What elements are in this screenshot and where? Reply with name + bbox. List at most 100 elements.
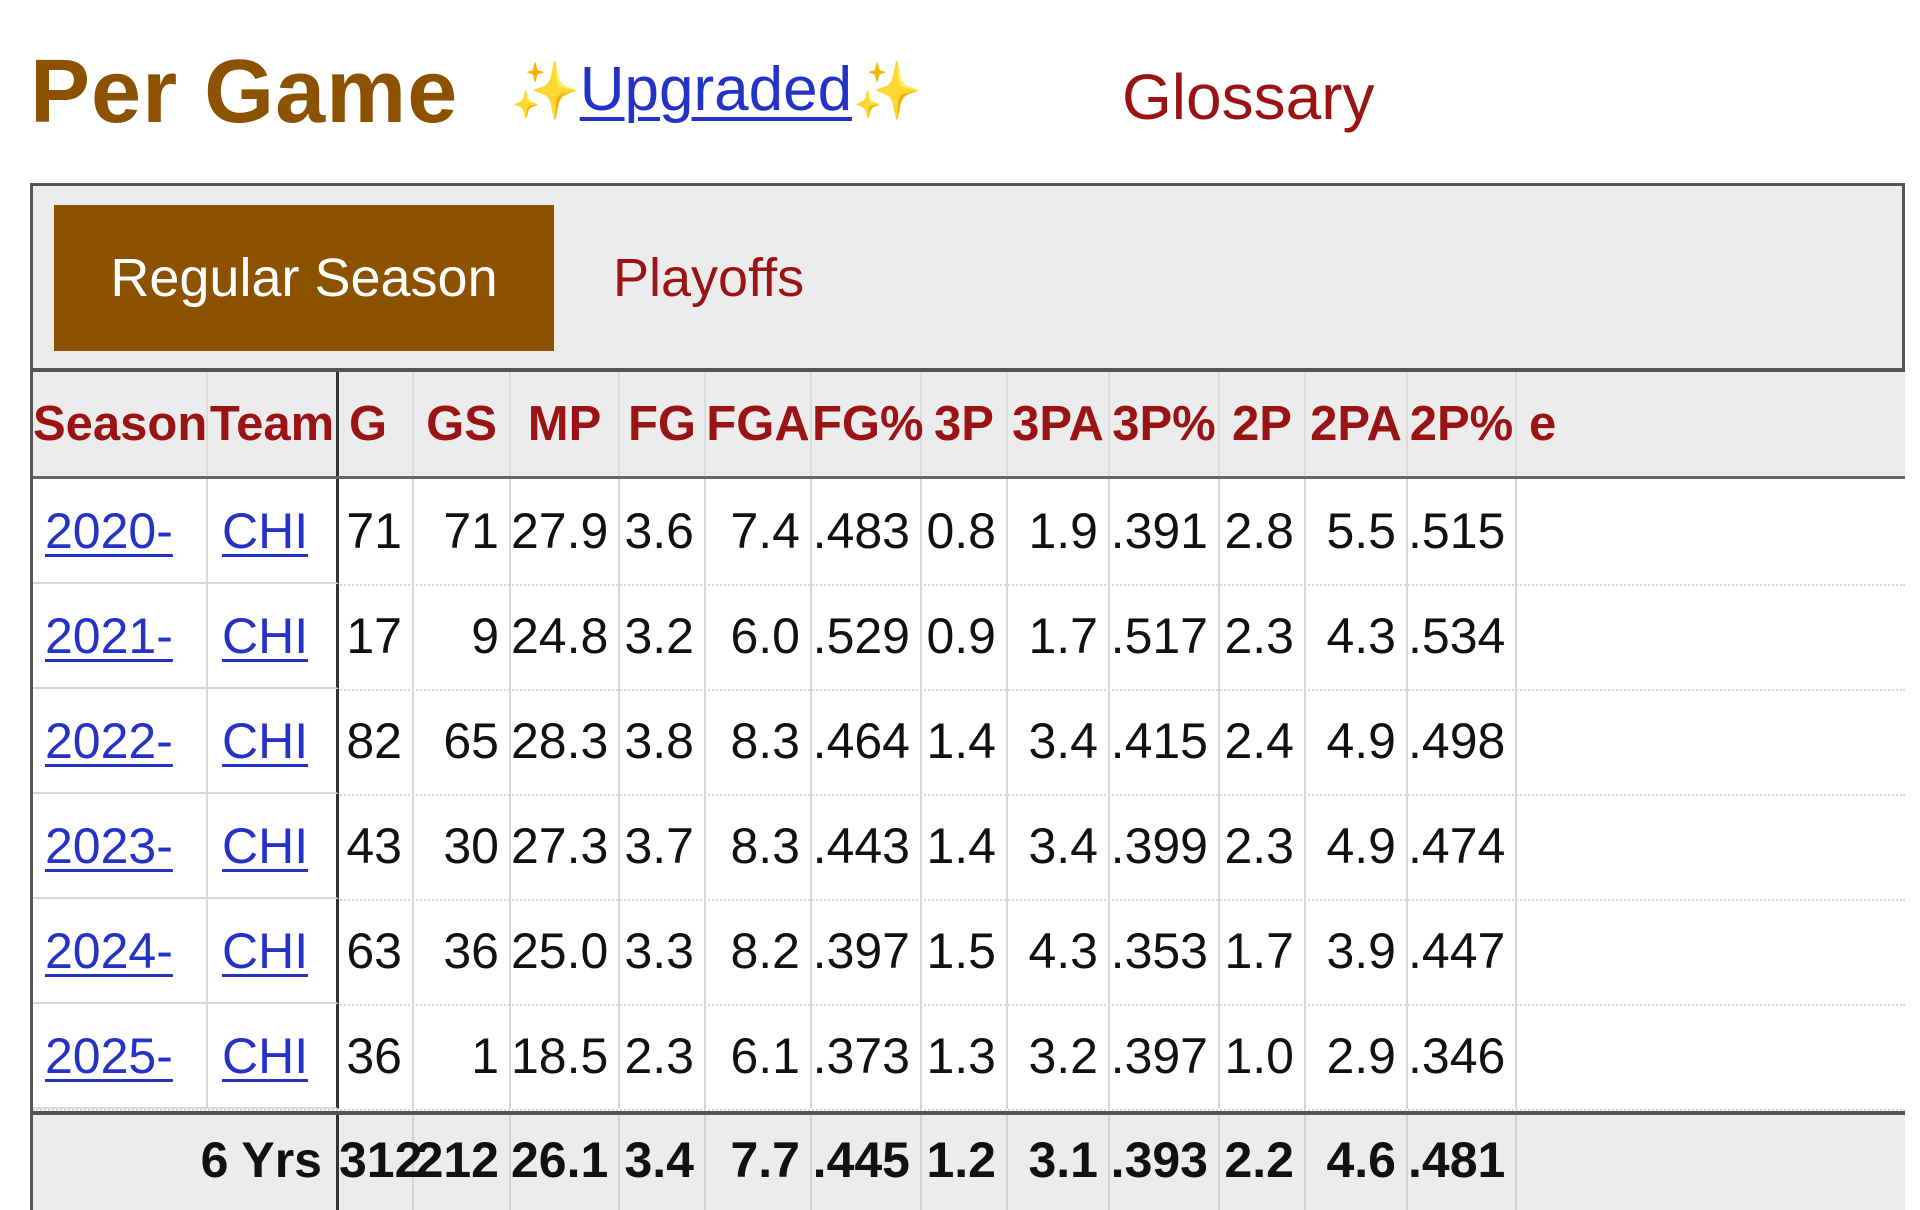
column-header-fg[interactable]: FG: [620, 372, 706, 476]
season-cell: 2025-26: [33, 1004, 208, 1189]
totals-stat-cell: 26.1: [511, 1115, 620, 1210]
stat-cell: 8.2: [706, 899, 812, 1004]
column-header-fg-pct[interactable]: FG%: [812, 372, 924, 476]
stat-cell: 43: [339, 794, 414, 899]
team-link[interactable]: CHI: [222, 818, 309, 874]
stat-cell: 27.9: [511, 479, 620, 584]
team-link[interactable]: CHI: [222, 608, 309, 664]
column-header-3pa[interactable]: 3PA: [1008, 372, 1110, 476]
stat-cell: 65: [414, 689, 511, 794]
page-title: Per Game: [30, 42, 459, 142]
stat-cell: 2.9: [1306, 1004, 1408, 1109]
totals-label: 6 Yrs: [33, 1115, 339, 1210]
season-cell: 2023-24: [33, 794, 208, 979]
stat-cell: 3.2: [620, 584, 706, 689]
stat-cell: .391: [1110, 479, 1220, 584]
stat-cell: .517: [1110, 584, 1220, 689]
stat-cell: 1.5: [922, 899, 1008, 1004]
column-header-2p-pct[interactable]: 2P%: [1408, 372, 1517, 476]
column-header-2pa[interactable]: 2PA: [1306, 372, 1408, 476]
stat-cell: 71: [339, 479, 414, 584]
stat-cell: 0.9: [922, 584, 1008, 689]
stat-cell: 2.3: [1220, 584, 1306, 689]
team-link[interactable]: CHI: [222, 713, 309, 769]
stat-cell: .346: [1408, 1004, 1517, 1109]
stat-cell-empty: [1517, 794, 1557, 899]
stat-cell: 2.8: [1220, 479, 1306, 584]
header: Per Game ✨Upgraded✨ Glossary: [0, 0, 1920, 180]
stat-cell: 1: [414, 1004, 511, 1109]
column-header-e[interactable]: e: [1529, 397, 1557, 451]
upgraded-link[interactable]: Upgraded: [579, 55, 853, 124]
stat-cell: 1.4: [922, 794, 1008, 899]
stat-cell: .353: [1110, 899, 1220, 1004]
upgraded-link-group[interactable]: ✨Upgraded✨: [510, 55, 922, 126]
stat-cell: 4.3: [1306, 584, 1408, 689]
stat-cell: 1.4: [922, 689, 1008, 794]
totals-stat-cell: 4.6: [1306, 1115, 1408, 1210]
stat-cell: .498: [1408, 689, 1517, 794]
team-link[interactable]: CHI: [222, 1028, 309, 1084]
column-header-fga[interactable]: FGA: [706, 372, 812, 476]
stat-cell-empty: [1517, 689, 1557, 794]
stat-cell: .515: [1408, 479, 1517, 584]
column-header-mp[interactable]: MP: [511, 372, 620, 476]
season-cell: 2024-25: [33, 899, 208, 1084]
stat-cell: 28.3: [511, 689, 620, 794]
totals-stat-cell: 1.2: [922, 1115, 1008, 1210]
stat-cell: 71: [414, 479, 511, 584]
stat-cell: .483: [812, 479, 922, 584]
team-cell: CHI: [208, 1004, 339, 1109]
stat-cell: 82: [339, 689, 414, 794]
column-header-g[interactable]: G: [339, 372, 414, 476]
per-game-table: Regular Season Playoffs Season Team G GS MP F…: [30, 183, 1905, 1210]
table-row: 2025-26CHI 36118.52.36.1.3731.33.2.3971.0…: [33, 1004, 1905, 1189]
stat-cell: 1.0: [1220, 1004, 1306, 1109]
tab-regular-season[interactable]: Regular Season: [54, 205, 554, 351]
stat-cell: .529: [812, 584, 922, 689]
stat-cell: 8.3: [706, 689, 812, 794]
team-link[interactable]: CHI: [222, 923, 309, 979]
tab-playoffs[interactable]: Playoffs: [613, 248, 805, 308]
totals-stat-cell: .445: [812, 1115, 922, 1210]
stat-cell: 3.2: [1008, 1004, 1110, 1109]
column-header-3p-pct[interactable]: 3P%: [1110, 372, 1220, 476]
totals-stat-cell: .393: [1110, 1115, 1220, 1210]
totals-stat-cell-empty: [1517, 1115, 1557, 1210]
stat-cell: 1.7: [1220, 899, 1306, 1004]
stat-cell-empty: [1517, 479, 1557, 584]
stat-cell: .443: [812, 794, 922, 899]
stat-cell: 1.3: [922, 1004, 1008, 1109]
glossary-link[interactable]: Glossary: [1122, 61, 1375, 133]
column-header-2p[interactable]: 2P: [1220, 372, 1306, 476]
season-cell: 2022-23: [33, 689, 208, 874]
stat-cell: 3.4: [1008, 689, 1110, 794]
column-header-3p[interactable]: 3P: [922, 372, 1008, 476]
stat-cell: 4.9: [1306, 689, 1408, 794]
column-header-gs[interactable]: GS: [414, 372, 511, 476]
totals-stat-cell: .481: [1408, 1115, 1517, 1210]
stat-cell: .464: [812, 689, 922, 794]
stat-cell: .397: [1110, 1004, 1220, 1109]
stat-cell: 6.1: [706, 1004, 812, 1109]
table-row: 2023-24CHI 433027.33.78.3.4431.43.4.3992.…: [33, 794, 1905, 979]
stat-cell-empty: [1517, 1004, 1557, 1109]
stat-cell: 5.5: [1306, 479, 1408, 584]
team-cell: CHI: [208, 479, 339, 584]
stat-cell: 36: [339, 1004, 414, 1109]
stat-cell: 17: [339, 584, 414, 689]
sparkle-icon: ✨: [510, 59, 580, 122]
season-type-tabs: Regular Season Playoffs: [33, 186, 1905, 372]
column-header-team[interactable]: Team: [208, 372, 339, 476]
totals-stat-cell: 2.2: [1220, 1115, 1306, 1210]
stat-cell: 8.3: [706, 794, 812, 899]
team-cell: CHI: [208, 584, 339, 689]
stat-cell: 6.0: [706, 584, 812, 689]
stat-cell: 2.3: [1220, 794, 1306, 899]
column-header-season[interactable]: Season: [33, 372, 208, 476]
team-link[interactable]: CHI: [222, 503, 309, 559]
stat-cell: .399: [1110, 794, 1220, 899]
totals-stat-cell: 212: [414, 1115, 511, 1210]
stat-cell: 9: [414, 584, 511, 689]
stat-cell: .447: [1408, 899, 1517, 1004]
